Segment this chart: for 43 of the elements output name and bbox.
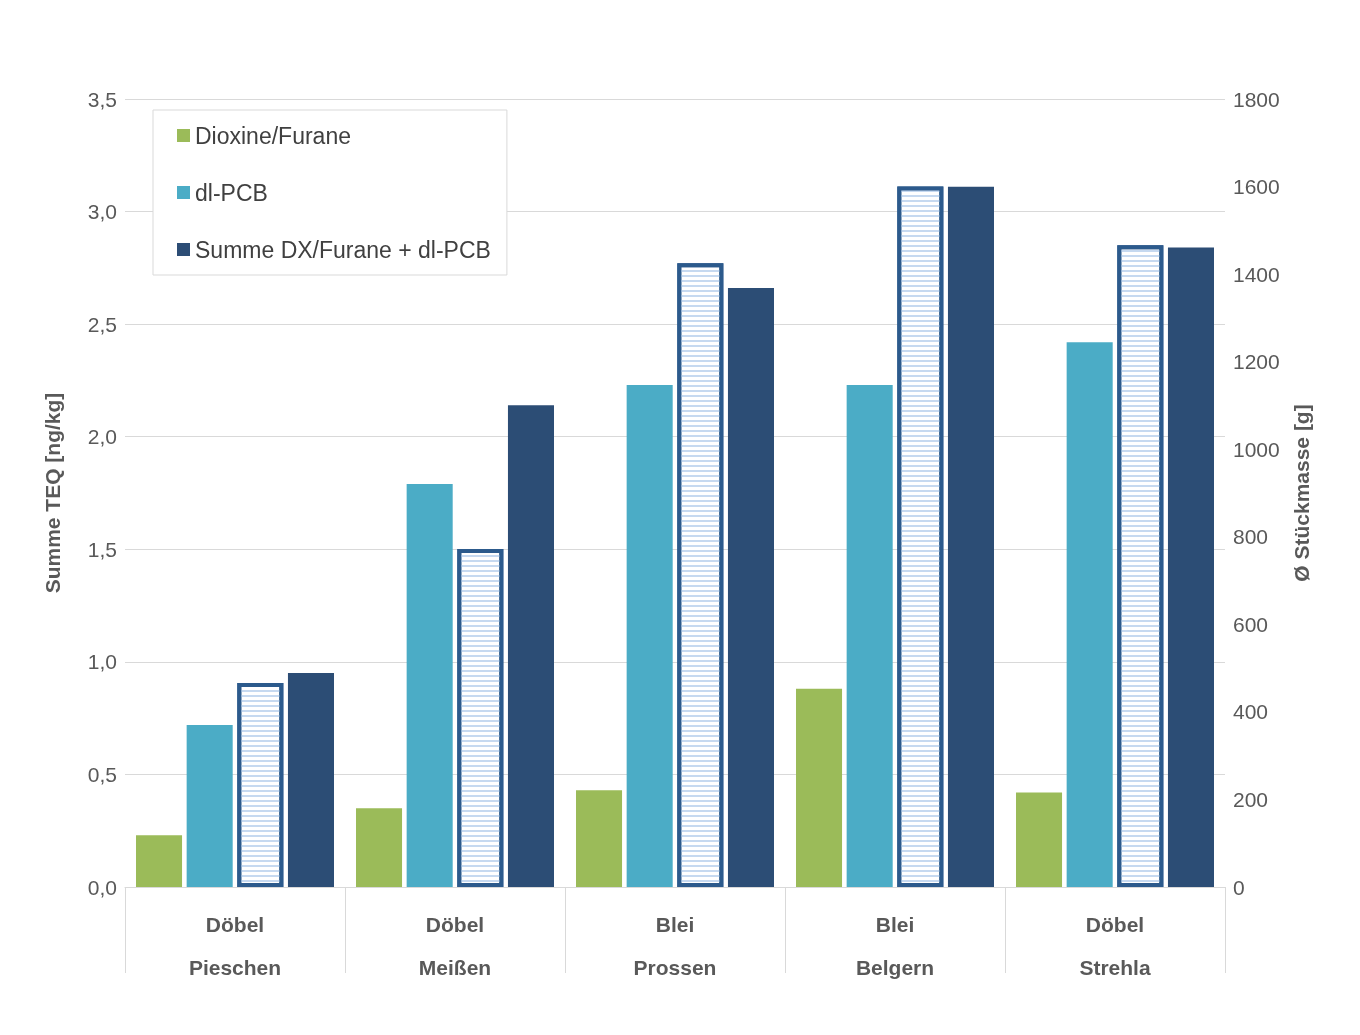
legend-label: Dioxine/Furane [195,122,351,149]
y2-tick-label: 400 [1233,700,1269,724]
bar [1167,247,1214,887]
x-tick-label: Blei Prossen [633,913,717,979]
bar [356,808,403,887]
bar [1016,792,1063,887]
y2-tick-label: 1400 [1233,262,1280,286]
bar [796,688,843,887]
y2-tick-label: 1600 [1233,175,1280,199]
y2-axis-title: Ø Stückmasse [g] [1289,404,1313,582]
y2-tick-label: 1800 [1233,87,1280,111]
y2-tick-label: 1000 [1233,437,1280,461]
bar [136,835,183,887]
legend-label: Summe DX/Furane + dl-PCB [195,236,491,263]
bar [1066,342,1113,887]
bar [947,186,994,887]
y-tick-label: 2,0 [87,425,117,449]
bar [576,790,623,887]
x-tick-label: Döbel Pieschen [188,913,282,979]
y2-tick-label: 600 [1233,612,1269,636]
bar [727,288,774,887]
y-tick-label: 0,5 [87,762,117,786]
y-tick-label: 0,0 [87,875,117,899]
bar [287,673,334,887]
bar [507,405,554,887]
y2-tick-label: 0 [1233,875,1245,899]
x-tick-label: Blei Belgern [855,913,935,979]
y2-tick-label: 1200 [1233,350,1280,374]
y-axis-title: Summe TEQ [ng/kg] [41,392,64,594]
y2-tick-label: 200 [1233,787,1269,811]
y-tick-label: 1,0 [87,650,117,674]
bar [846,384,893,887]
bar [186,724,233,887]
y2-tick-label: 800 [1233,525,1269,549]
x-tick-label: Döbel Meißen [418,913,492,979]
bar [406,483,453,887]
y-tick-label: 1,5 [87,537,117,561]
bar [626,384,673,887]
y-tick-label: 3,0 [87,200,117,224]
legend-label: dl-PCB [195,179,268,206]
y-tick-label: 2,5 [87,312,117,336]
y-tick-label: 3,5 [87,87,117,111]
x-tick-label: Döbel Strehla [1079,913,1151,979]
